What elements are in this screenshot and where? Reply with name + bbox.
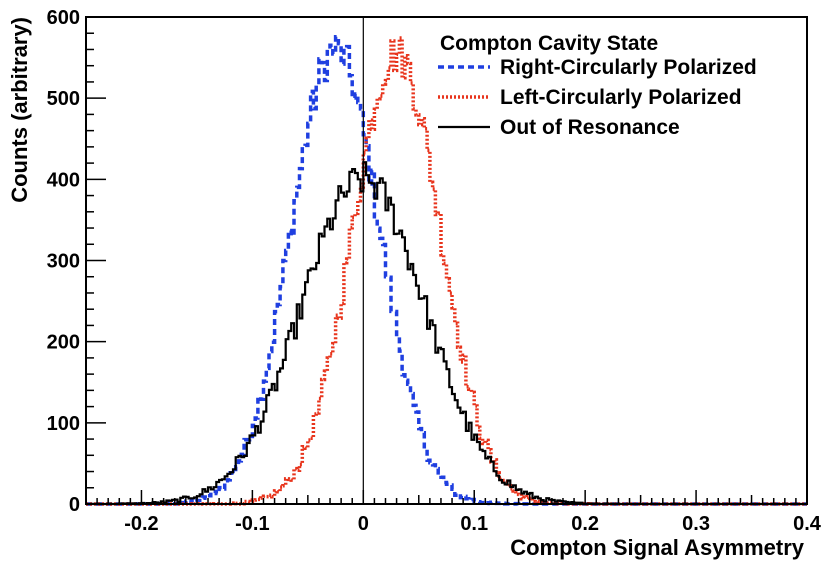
x-axis: -0.2 -0.1 0 0.1 0.2 0.3 0.4	[85, 490, 822, 535]
legend-label-left-circular: Left-Circularly Polarized	[500, 86, 742, 109]
x-tick-label: 0.3	[682, 513, 710, 535]
y-tick-label: 400	[47, 169, 80, 191]
x-tick-label: 0.4	[793, 513, 822, 535]
legend-label-out-of-resonance: Out of Resonance	[500, 116, 680, 139]
x-tick-label: -0.1	[235, 513, 269, 535]
x-tick-label: 0	[358, 513, 369, 535]
y-axis-title: Counts (arbitrary)	[7, 17, 32, 203]
y-tick-label: 300	[47, 251, 80, 273]
y-tick-label: 500	[47, 88, 80, 110]
x-tick-label: 0.1	[460, 513, 488, 535]
legend: Compton Cavity State Right-Circularly Po…	[438, 32, 757, 139]
y-tick-label: 600	[47, 7, 80, 29]
legend-label-right-circular: Right-Circularly Polarized	[500, 56, 757, 79]
x-axis-title: Compton Signal Asymmetry	[510, 535, 805, 560]
y-tick-label: 0	[69, 494, 80, 516]
y-tick-label: 200	[47, 332, 80, 354]
x-tick-label: -0.2	[124, 513, 158, 535]
y-axis: 0 100 200 300 400 500 600	[47, 7, 106, 516]
legend-title: Compton Cavity State	[440, 32, 658, 55]
y-tick-label: 100	[47, 413, 80, 435]
x-tick-label: 0.2	[571, 513, 599, 535]
